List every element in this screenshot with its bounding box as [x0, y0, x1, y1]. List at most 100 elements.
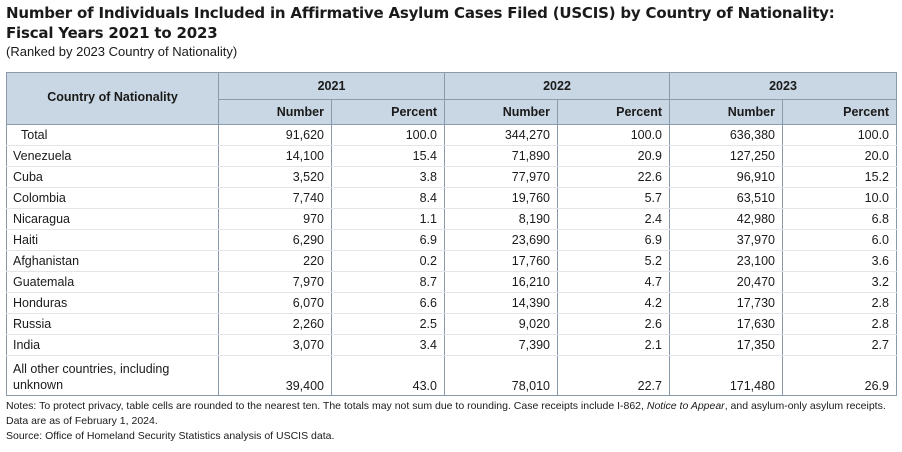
table-title: Number of Individuals Included in Affirm… [6, 3, 896, 43]
asylum-data-table: Country of Nationality 2021 2022 2023 Nu… [6, 72, 897, 396]
number-2023-cell: 636,380 [669, 124, 783, 146]
percent-2021-cell: 6.9 [331, 229, 445, 251]
country-cell: Cuba [6, 166, 219, 188]
percent-2021-cell: 2.5 [331, 313, 445, 335]
number-2022-cell: 9,020 [444, 313, 558, 335]
number-2022-cell: 14,390 [444, 292, 558, 314]
number-2021-cell: 91,620 [218, 124, 332, 146]
notes-line-2: Data are as of February 1, 2024. [6, 415, 158, 427]
percent-2021-cell: 3.8 [331, 166, 445, 188]
number-header-2022: Number [444, 99, 558, 125]
percent-2023-cell: 100.0 [782, 124, 897, 146]
number-2023-cell: 63,510 [669, 187, 783, 209]
percent-2022-cell: 22.7 [557, 355, 670, 396]
number-2021-cell: 2,260 [218, 313, 332, 335]
table-row: All other countries, including unknown 39… [6, 355, 897, 396]
percent-2021-cell: 8.7 [331, 271, 445, 293]
table-row: Haiti 6,290 6.9 23,690 6.9 37,970 6.0 [6, 229, 897, 251]
table-row: Venezuela 14,100 15.4 71,890 20.9 127,250 20.0 [6, 145, 897, 167]
percent-2023-cell: 10.0 [782, 187, 897, 209]
number-2022-cell: 19,760 [444, 187, 558, 209]
number-2022-cell: 344,270 [444, 124, 558, 146]
number-2023-cell: 17,630 [669, 313, 783, 335]
number-2022-cell: 16,210 [444, 271, 558, 293]
number-2022-cell: 7,390 [444, 334, 558, 356]
table-row: Cuba 3,520 3.8 77,970 22.6 96,910 15.2 [6, 166, 897, 188]
country-column-header: Country of Nationality [6, 72, 219, 125]
number-2021-cell: 14,100 [218, 145, 332, 167]
number-header-2023: Number [669, 99, 783, 125]
number-2021-cell: 7,970 [218, 271, 332, 293]
percent-2022-cell: 100.0 [557, 124, 670, 146]
title-line-2: Fiscal Years 2021 to 2023 [6, 24, 218, 42]
country-cell: Afghanistan [6, 250, 219, 272]
number-2023-cell: 171,480 [669, 355, 783, 396]
country-cell: India [6, 334, 219, 356]
percent-2023-cell: 3.6 [782, 250, 897, 272]
table-subtitle: (Ranked by 2023 Country of Nationality) [6, 44, 238, 59]
number-2023-cell: 20,470 [669, 271, 783, 293]
percent-2023-cell: 6.8 [782, 208, 897, 230]
country-cell: Total [6, 124, 219, 146]
percent-2022-cell: 6.9 [557, 229, 670, 251]
country-cell: Honduras [6, 292, 219, 314]
number-2022-cell: 17,760 [444, 250, 558, 272]
percent-2021-cell: 100.0 [331, 124, 445, 146]
table-row: Honduras 6,070 6.6 14,390 4.2 17,730 2.8 [6, 292, 897, 314]
year-header-2023: 2023 [669, 72, 897, 100]
number-2023-cell: 127,250 [669, 145, 783, 167]
number-2022-cell: 77,970 [444, 166, 558, 188]
country-cell: Nicaragua [6, 208, 219, 230]
country-cell: Haiti [6, 229, 219, 251]
title-line-1: Number of Individuals Included in Affirm… [6, 4, 835, 22]
percent-2021-cell: 8.4 [331, 187, 445, 209]
table-row: Guatemala 7,970 8.7 16,210 4.7 20,470 3.2 [6, 271, 897, 293]
percent-2021-cell: 6.6 [331, 292, 445, 314]
percent-2023-cell: 3.2 [782, 271, 897, 293]
percent-2023-cell: 15.2 [782, 166, 897, 188]
number-2022-cell: 78,010 [444, 355, 558, 396]
metric-header-row: Number Percent Number Percent Number Per… [7, 99, 897, 125]
number-2023-cell: 96,910 [669, 166, 783, 188]
number-2023-cell: 17,350 [669, 334, 783, 356]
percent-2021-cell: 43.0 [331, 355, 445, 396]
number-2021-cell: 7,740 [218, 187, 332, 209]
number-2021-cell: 6,070 [218, 292, 332, 314]
percent-2022-cell: 2.4 [557, 208, 670, 230]
percent-2023-cell: 2.8 [782, 313, 897, 335]
number-2023-cell: 37,970 [669, 229, 783, 251]
table-row: Total 91,620 100.0 344,270 100.0 636,380 100.0 [6, 124, 897, 146]
percent-header-2022: Percent [557, 99, 670, 125]
number-2022-cell: 71,890 [444, 145, 558, 167]
percent-2023-cell: 2.8 [782, 292, 897, 314]
number-2021-cell: 3,520 [218, 166, 332, 188]
number-2023-cell: 17,730 [669, 292, 783, 314]
notes-text-italic: Notice to Appear [646, 400, 725, 412]
year-header-2021: 2021 [218, 72, 445, 100]
percent-2022-cell: 2.6 [557, 313, 670, 335]
number-2021-cell: 39,400 [218, 355, 332, 396]
source-line: Source: Office of Homeland Security Stat… [6, 430, 335, 442]
country-cell: Venezuela [6, 145, 219, 167]
notes-line-1: Notes: To protect privacy, table cells a… [6, 399, 901, 414]
table-notes: Notes: To protect privacy, table cells a… [6, 399, 901, 444]
country-cell: All other countries, including unknown [6, 355, 219, 396]
percent-header-2021: Percent [331, 99, 445, 125]
percent-2023-cell: 26.9 [782, 355, 897, 396]
percent-2021-cell: 3.4 [331, 334, 445, 356]
percent-2021-cell: 15.4 [331, 145, 445, 167]
number-2021-cell: 6,290 [218, 229, 332, 251]
number-2021-cell: 970 [218, 208, 332, 230]
country-cell: Guatemala [6, 271, 219, 293]
number-header-2021: Number [218, 99, 332, 125]
table-row: India 3,070 3.4 7,390 2.1 17,350 2.7 [6, 334, 897, 356]
percent-2022-cell: 20.9 [557, 145, 670, 167]
percent-2023-cell: 20.0 [782, 145, 897, 167]
table-row: Nicaragua 970 1.1 8,190 2.4 42,980 6.8 [6, 208, 897, 230]
table-body: Total 91,620 100.0 344,270 100.0 636,380 100.0… [6, 124, 897, 396]
number-2021-cell: 3,070 [218, 334, 332, 356]
number-2022-cell: 23,690 [444, 229, 558, 251]
percent-2022-cell: 22.6 [557, 166, 670, 188]
percent-2022-cell: 5.2 [557, 250, 670, 272]
year-header-row: Country of Nationality 2021 2022 2023 [6, 72, 897, 125]
